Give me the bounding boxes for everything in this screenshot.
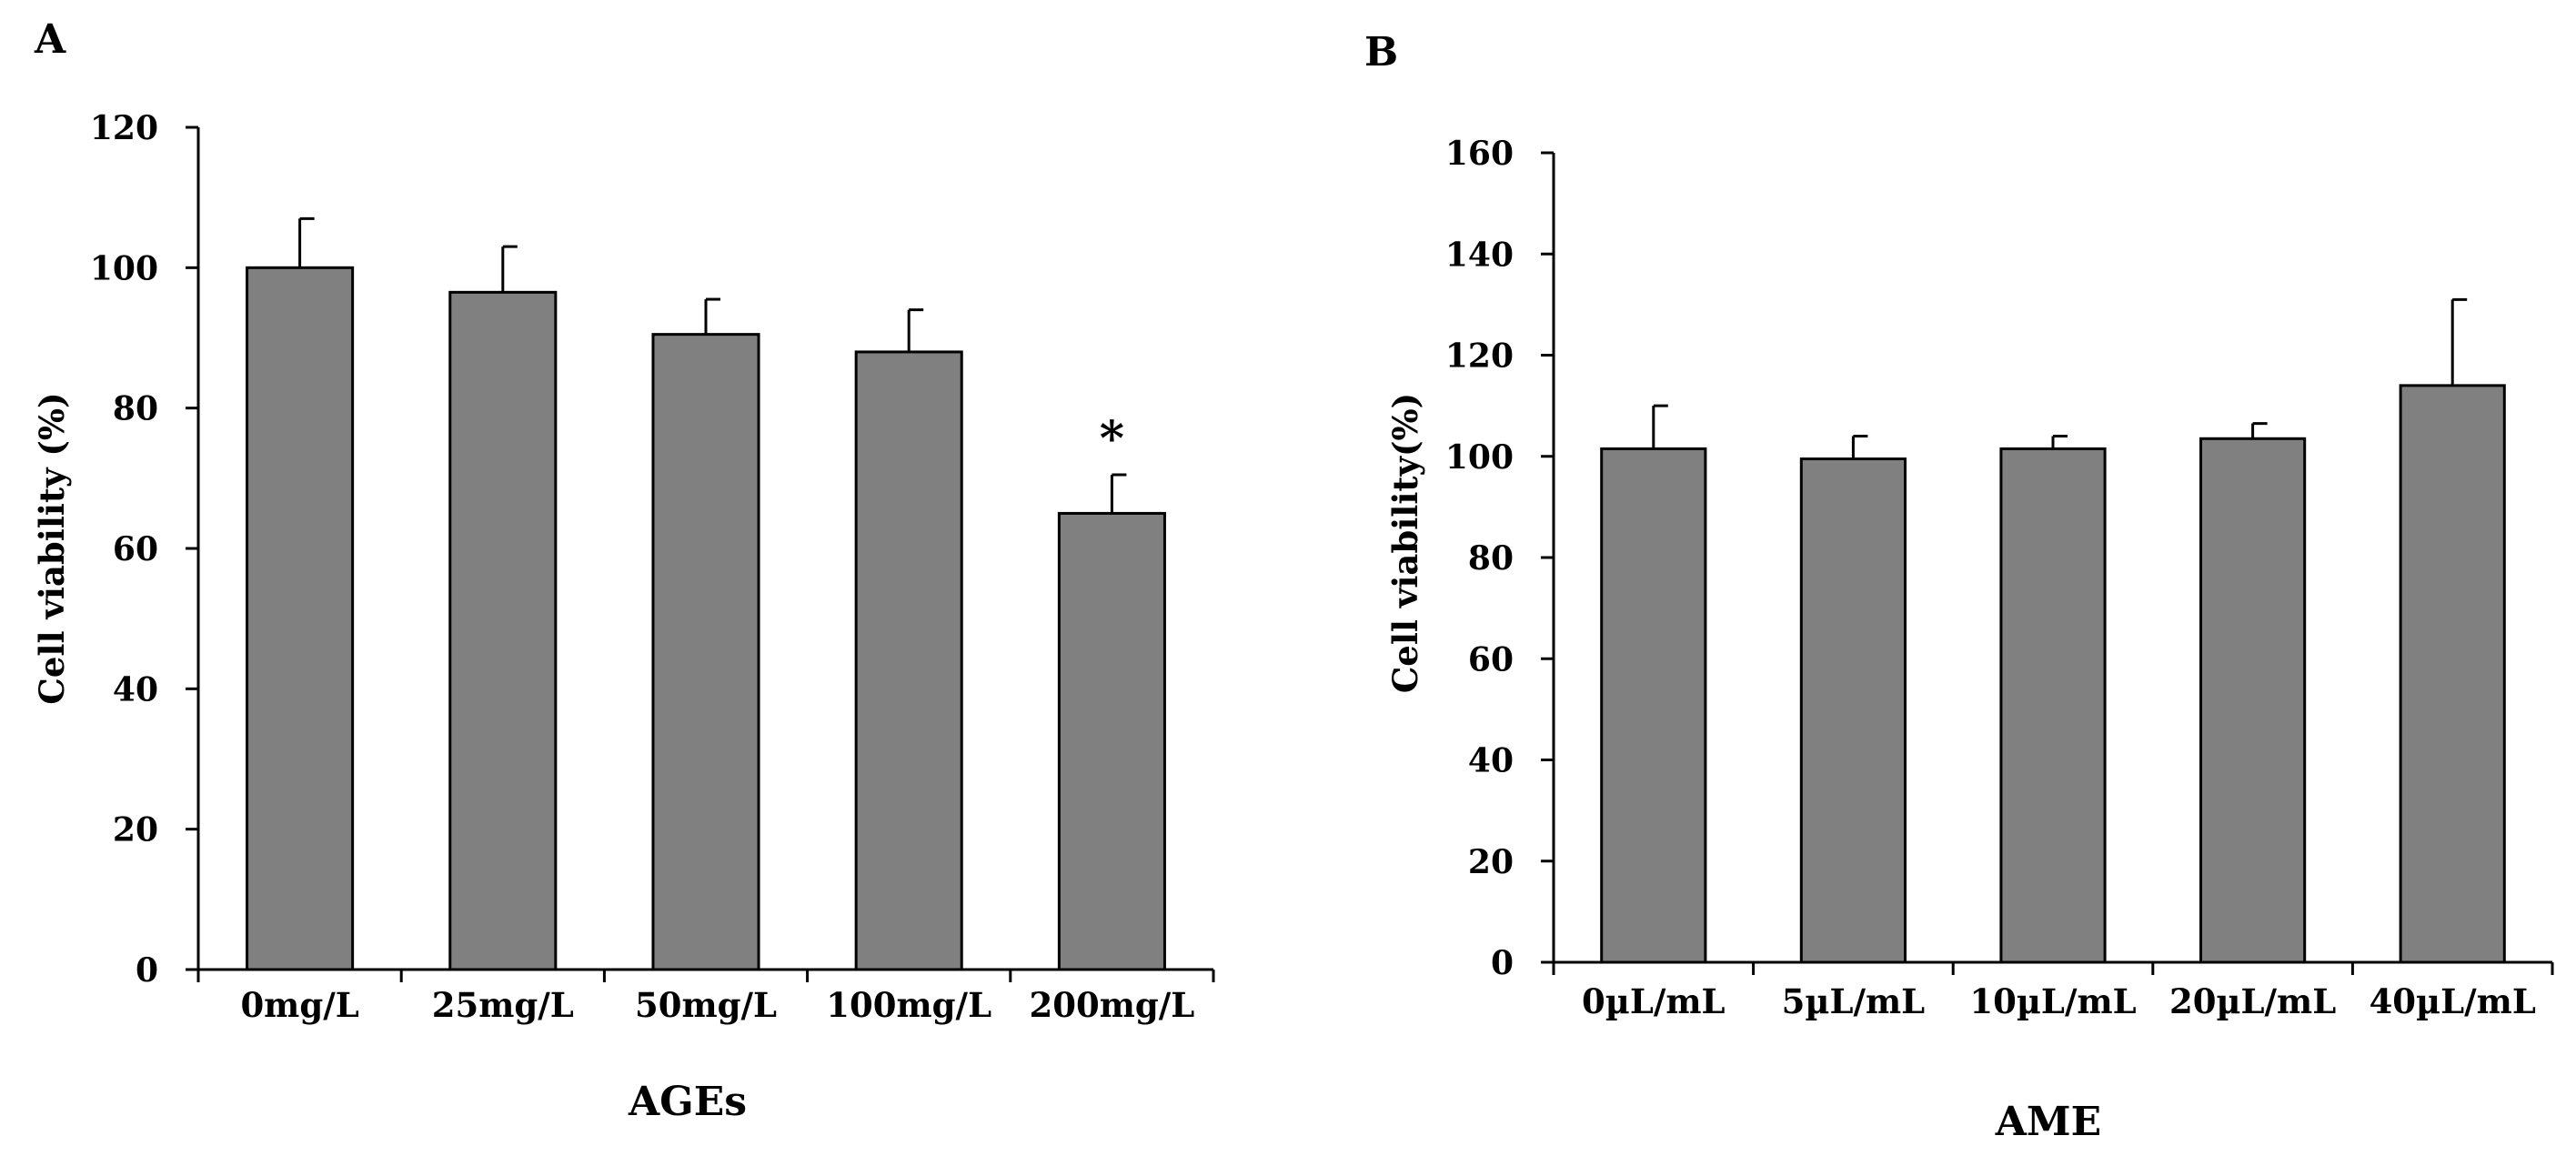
x-tick-label: 5µL/mL <box>1782 981 1926 1021</box>
x-tick-label: 0µL/mL <box>1582 981 1726 1021</box>
y-tick-label: 160 <box>1445 135 1514 173</box>
y-tick-label: 20 <box>1468 843 1514 881</box>
y-tick-label: 40 <box>113 670 158 709</box>
x-tick-label: 25mg/L <box>432 985 574 1025</box>
x-tick-label: 10µL/mL <box>1969 981 2136 1021</box>
bar <box>2199 437 2307 964</box>
bar <box>448 290 558 971</box>
y-tick-label: 80 <box>113 390 158 428</box>
chart-a: 0 20 40 60 80 100 120 0mg/L 25mg/L 50mg/L 100mg/L 2… <box>32 109 1215 1125</box>
y-tick-label: 0 <box>136 951 158 990</box>
y-axis-title: Cell viability(%) <box>1385 393 1425 693</box>
panel-letter-a: A <box>34 16 66 63</box>
y-tick-label: 120 <box>90 109 158 147</box>
y-tick-label: 100 <box>90 249 158 287</box>
x-axis-title: AME <box>1995 1099 2101 1145</box>
bar <box>1999 447 2107 964</box>
bar <box>1600 447 1707 964</box>
x-tick-label: 100mg/L <box>826 985 991 1025</box>
panel-letter-b: B <box>1364 29 1398 75</box>
y-tick-label: 60 <box>113 530 158 568</box>
y-tick-label: 40 <box>1468 742 1514 780</box>
bar <box>854 350 963 971</box>
x-axis-title: AGEs <box>628 1079 747 1125</box>
y-tick-label: 100 <box>1445 438 1514 477</box>
bar <box>651 333 760 971</box>
x-tick-label: 50mg/L <box>635 985 777 1025</box>
x-tick-label: 40µL/mL <box>2370 981 2536 1021</box>
y-tick-label: 80 <box>1468 539 1514 578</box>
significance-marker: * <box>1100 411 1124 467</box>
chart-b: 0 20 40 60 80 100 120 140 160 0µL/mL 5µL/mL 10µL/mL… <box>1385 135 2554 1145</box>
y-tick-label: 60 <box>1468 640 1514 678</box>
x-tick-label: 0mg/L <box>240 985 358 1025</box>
bar <box>1799 457 1907 964</box>
x-tick-label: 200mg/L <box>1030 985 1195 1025</box>
bar <box>2399 384 2506 964</box>
y-tick-label: 20 <box>113 811 158 849</box>
y-axis-title: Cell viability (%) <box>32 392 72 704</box>
x-tick-label: 20µL/mL <box>2169 981 2336 1021</box>
bar <box>1057 511 1166 971</box>
y-tick-label: 140 <box>1445 236 1514 274</box>
y-tick-label: 0 <box>1491 944 1514 982</box>
bar <box>246 266 355 971</box>
y-tick-label: 120 <box>1445 337 1514 376</box>
